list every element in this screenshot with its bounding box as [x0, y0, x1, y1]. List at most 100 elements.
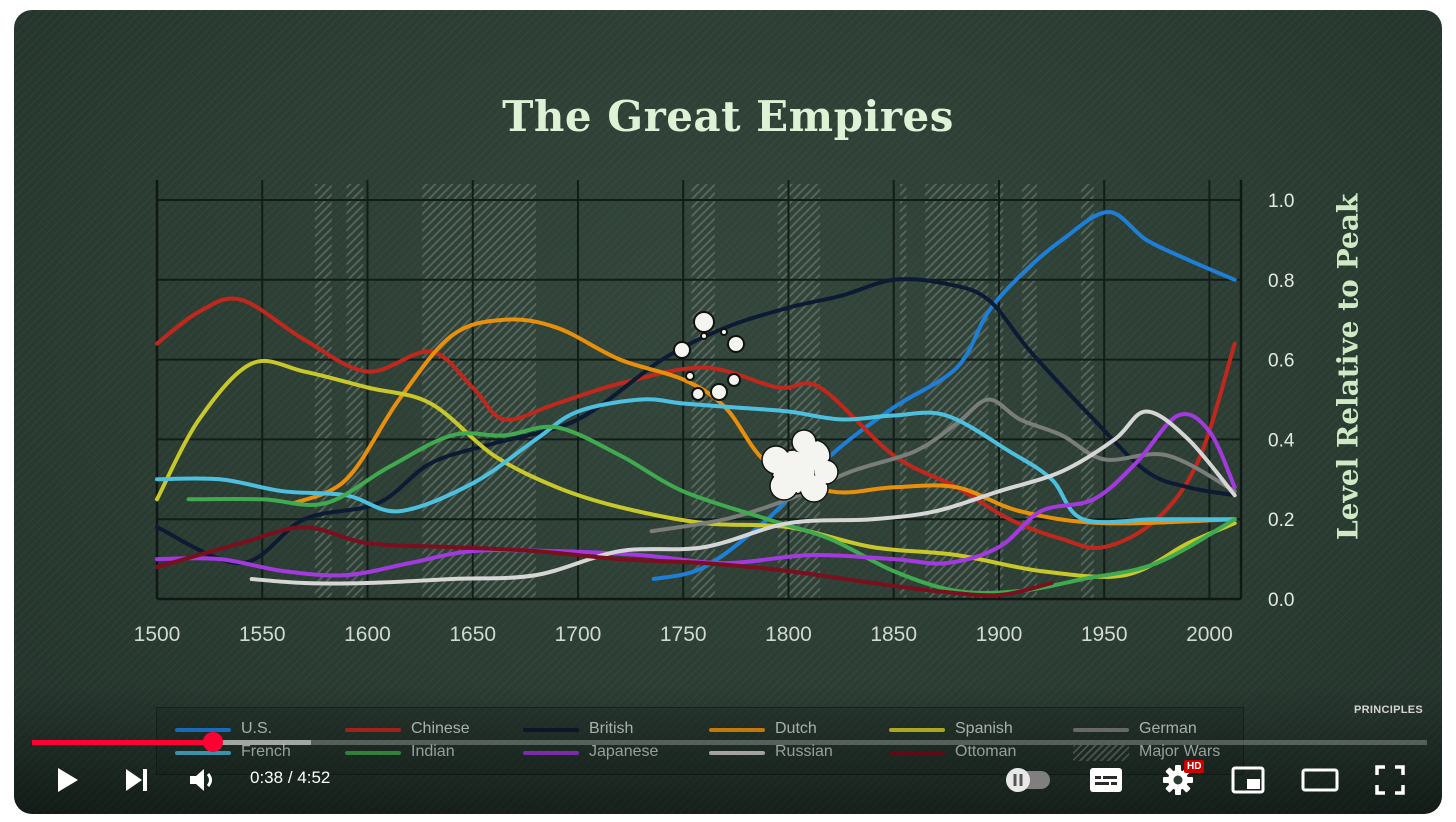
legend-swatch	[889, 751, 945, 755]
legend-label: Indian	[411, 743, 455, 760]
legend-swatch	[175, 728, 231, 732]
legend-label: Spanish	[955, 720, 1013, 737]
settings-button[interactable]	[1160, 762, 1196, 798]
smoke-cloud-fill	[801, 475, 827, 501]
gear-icon	[1163, 765, 1193, 795]
autoplay-toggle-icon	[1006, 768, 1050, 792]
x-tick-label-1750: 1750	[660, 623, 707, 646]
x-tick-label-1850: 1850	[870, 623, 917, 646]
legend-swatch	[1073, 728, 1129, 732]
x-tick-label-1700: 1700	[555, 623, 602, 646]
legend-label: Dutch	[775, 720, 817, 737]
progress-played	[32, 740, 214, 745]
y-tick-label-0.6: 0.6	[1268, 351, 1294, 372]
series-line-chinese	[155, 296, 1237, 550]
video-title: The Great Empires	[502, 92, 954, 141]
fullscreen-icon	[1375, 765, 1405, 795]
smoke-cloud-fill	[815, 461, 837, 483]
legend-swatch	[709, 728, 765, 732]
legend-label: British	[589, 720, 634, 737]
explosion-puff	[727, 373, 741, 387]
legend-label: German	[1139, 720, 1197, 737]
series-line-ottoman	[155, 525, 1054, 598]
explosion-puff	[710, 383, 728, 401]
major-war-band	[1022, 184, 1037, 599]
legend-label: French	[241, 743, 291, 760]
volume-icon	[190, 769, 212, 791]
next-button[interactable]	[118, 762, 154, 798]
theater-mode-button[interactable]	[1300, 764, 1340, 796]
next-icon	[126, 769, 147, 791]
major-war-band	[314, 184, 332, 599]
time-total: 4:52	[297, 768, 331, 787]
fullscreen-button[interactable]	[1372, 762, 1408, 798]
explosion-puff	[720, 328, 728, 336]
legend-swatch	[523, 751, 579, 755]
miniplayer-button[interactable]	[1230, 764, 1266, 796]
time-display: 0:38 / 4:52	[250, 768, 330, 788]
legend-swatch	[889, 728, 945, 732]
major-war-band	[925, 184, 989, 599]
x-tick-label-1800: 1800	[765, 623, 812, 646]
y-tick-label-0.2: 0.2	[1268, 510, 1294, 531]
legend-label: Chinese	[411, 720, 470, 737]
legend-swatch	[345, 751, 401, 755]
smoke-cloud-fill	[771, 473, 797, 499]
explosion-puff	[691, 387, 705, 401]
chart-legend: U.S. Chinese British Dutch Spanish German Fren…	[156, 707, 1244, 775]
major-war-band	[900, 184, 907, 599]
time-separator: /	[283, 768, 298, 787]
x-tick-label-1500: 1500	[134, 623, 181, 646]
explosion-puff	[685, 371, 695, 381]
channel-brand: PRINCIPLES	[1354, 704, 1424, 716]
hd-badge: HD	[1184, 760, 1205, 773]
legend-swatch	[709, 751, 765, 755]
y-tick-label-0.8: 0.8	[1268, 271, 1294, 292]
legend-label: Russian	[775, 743, 833, 760]
series-line-japanese	[155, 412, 1237, 578]
progress-scrubber[interactable]	[203, 732, 224, 752]
theater-icon	[1301, 768, 1339, 792]
video-player[interactable]: The Great Empires 1500 1550 1600 1650 1700 17…	[14, 10, 1442, 814]
legend-label: Japanese	[589, 743, 659, 760]
subtitles-button[interactable]	[1088, 764, 1124, 796]
explosion-puff	[700, 332, 708, 340]
volume-button[interactable]	[184, 762, 220, 798]
y-tick-label-0.4: 0.4	[1268, 430, 1295, 451]
series-line-russian	[249, 409, 1237, 586]
legend-swatch	[175, 751, 231, 755]
major-war-band	[1081, 184, 1094, 599]
subtitles-icon	[1090, 768, 1122, 792]
empires-line-chart: 1500 1550 1600 1650 1700 1750 1800 1850 1900 1950…	[134, 180, 1295, 646]
x-tick-label-1900: 1900	[976, 623, 1023, 646]
explosion-puff	[727, 335, 745, 353]
legend-label: Major Wars	[1139, 743, 1221, 760]
smoke-cloud-fill	[793, 431, 815, 453]
y-tick-label-0.0: 0.0	[1268, 590, 1294, 611]
legend-label: U.S.	[241, 720, 273, 737]
x-tick-label-2000: 2000	[1186, 623, 1233, 646]
series-line-french	[155, 397, 1237, 525]
legend-swatch	[1073, 745, 1129, 761]
play-icon	[58, 768, 78, 792]
explosion-puff	[673, 341, 691, 359]
legend-swatch	[523, 728, 579, 732]
series-line-spanish	[155, 358, 1237, 579]
x-tick-label-1600: 1600	[344, 623, 391, 646]
x-tick-label-1950: 1950	[1081, 623, 1128, 646]
time-current: 0:38	[250, 768, 284, 787]
autoplay-toggle[interactable]	[1004, 766, 1052, 794]
miniplayer-icon	[1231, 766, 1265, 794]
explosion-puff	[693, 311, 715, 333]
series-line-indian	[186, 424, 1237, 595]
legend-swatch	[345, 728, 401, 732]
smoke-cloud-fill	[763, 447, 789, 473]
series-line-german	[649, 397, 1237, 534]
play-button[interactable]	[48, 762, 84, 798]
legend-label: Ottoman	[955, 743, 1017, 760]
x-tick-label-1650: 1650	[449, 623, 496, 646]
major-war-band	[777, 184, 821, 599]
progress-bar[interactable]	[32, 740, 1427, 745]
x-tick-label-1550: 1550	[239, 623, 286, 646]
y-tick-label-1.0: 1.0	[1268, 191, 1294, 212]
